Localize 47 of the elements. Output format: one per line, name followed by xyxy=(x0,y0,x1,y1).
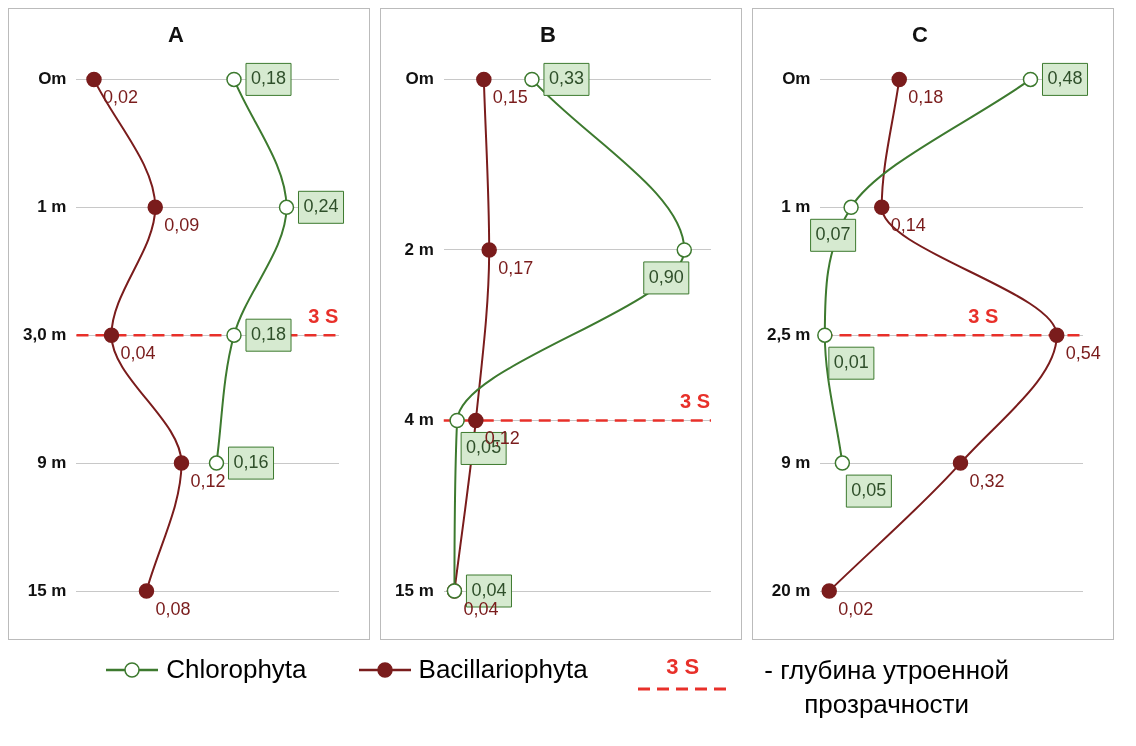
data-label: 0,18 xyxy=(908,87,944,108)
chart-title: A xyxy=(168,22,185,48)
data-label: 0,12 xyxy=(190,471,226,492)
ref-line-label: 3 S xyxy=(679,389,710,412)
chart-title: C xyxy=(912,22,929,48)
y-tick-label: 4 m xyxy=(404,410,434,430)
y-tick-label: Om xyxy=(782,69,811,89)
y-tick-label: 9 m xyxy=(781,452,811,472)
data-label: 0,04 xyxy=(120,343,156,364)
data-label: 0,15 xyxy=(492,87,528,108)
data-label: 0,90 xyxy=(648,266,684,287)
y-tick-label: 15 m xyxy=(27,580,67,600)
data-label: 0,04 xyxy=(471,579,507,600)
data-label: 0,33 xyxy=(548,68,584,89)
data-label: 0,54 xyxy=(1065,343,1101,364)
data-label: 0,02 xyxy=(102,87,139,108)
y-tick-label: 9 m xyxy=(37,452,67,472)
data-label: 0,01 xyxy=(833,352,869,373)
data-label: 0,18 xyxy=(250,68,287,89)
data-label: 0,08 xyxy=(155,598,191,619)
text: B xyxy=(540,22,556,48)
legend-label: Bacillariophyta xyxy=(418,654,588,685)
y-tick-label: 2 m xyxy=(404,239,434,259)
data-label: 0,14 xyxy=(890,215,926,236)
data-label: 0,05 xyxy=(851,480,887,501)
data-label: 0,02 xyxy=(838,598,874,619)
data-label: 0,48 xyxy=(1047,68,1083,89)
y-tick-label: 1 m xyxy=(781,196,811,216)
text: 3 S xyxy=(666,654,700,679)
y-tick-label: 3,0 m xyxy=(22,324,67,344)
data-label: 0,09 xyxy=(164,215,200,236)
y-tick-label: Om xyxy=(38,69,67,89)
ref-line-label: 3 S xyxy=(968,304,999,327)
y-tick-label: 15 m xyxy=(395,580,434,600)
annotation: - глубина утроенной прозрачности xyxy=(764,655,1009,719)
legend-label: Chlorophyta xyxy=(166,654,307,685)
data-label: 0,17 xyxy=(498,257,534,278)
data-label: 0,24 xyxy=(303,196,339,217)
y-tick-label: 1 m xyxy=(37,196,67,216)
y-tick-label: 20 m xyxy=(771,580,811,600)
data-label: 0,16 xyxy=(233,452,269,473)
data-label: 0,32 xyxy=(969,471,1005,492)
data-label: 0,18 xyxy=(250,324,287,345)
data-label: 0,07 xyxy=(815,224,851,245)
y-tick-label: Om xyxy=(405,69,434,89)
y-tick-label: 2,5 m xyxy=(766,324,811,344)
ref-line-label: 3 S xyxy=(308,304,339,327)
